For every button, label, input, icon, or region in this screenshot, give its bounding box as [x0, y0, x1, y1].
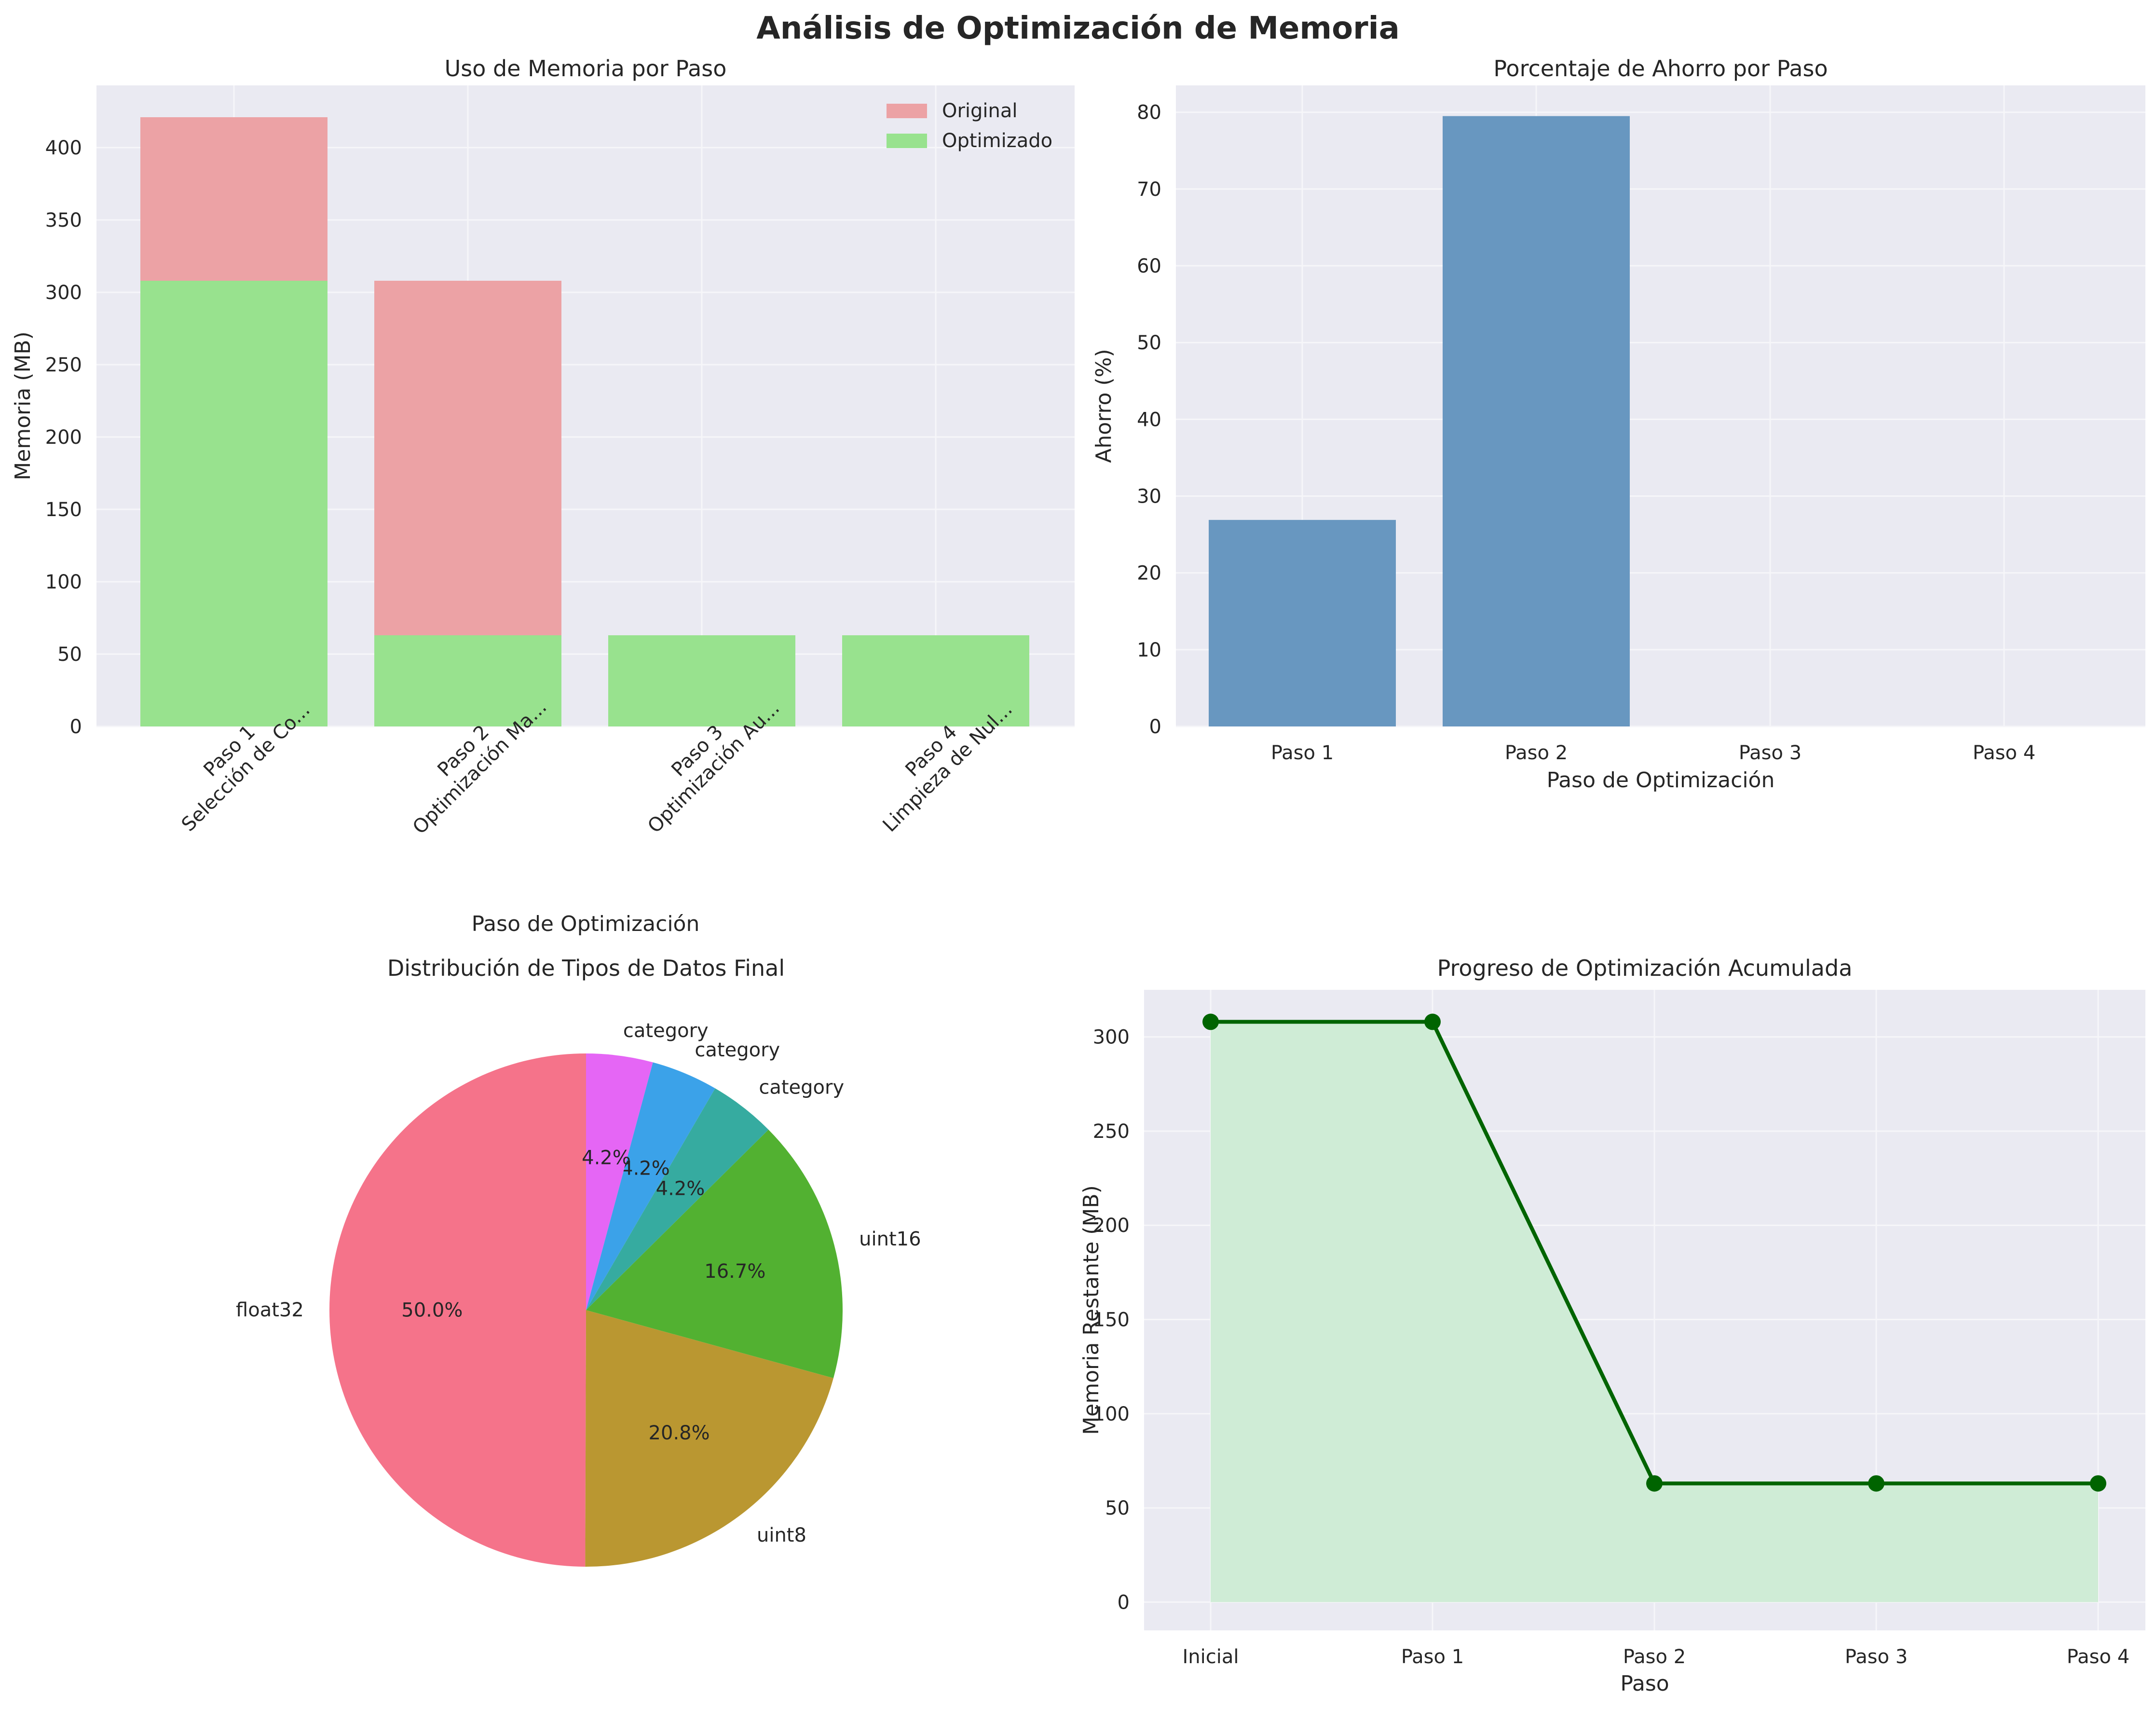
y-tick-label: 50 [1105, 1497, 1130, 1519]
y-tick-label: 0 [70, 716, 82, 738]
y-tick-label: 250 [1093, 1121, 1130, 1143]
legend-label: Optimizado [942, 130, 1052, 152]
data-point [1646, 1475, 1663, 1492]
data-point [2090, 1475, 2106, 1492]
bar-optimizado [140, 281, 327, 726]
x-tick-label: Paso 4 [2067, 1646, 2129, 1668]
y-tick-label: 20 [1137, 562, 1161, 585]
pie-pct-label: 4.2% [621, 1157, 670, 1179]
data-point [1868, 1475, 1884, 1492]
pie-pct-label: 16.7% [704, 1260, 765, 1283]
x-tick-label: Paso 1 [1271, 742, 1334, 764]
bar-savings [1209, 520, 1396, 726]
pie-slice [586, 1088, 769, 1310]
y-tick-label: 50 [1137, 332, 1161, 354]
y-tick-label: 250 [45, 354, 82, 376]
figure-title: Análisis de Optimización de Memoria [756, 11, 1400, 46]
y-tick-label: 0 [1118, 1591, 1130, 1613]
pie-label: category [623, 1020, 709, 1042]
x-axis-label: Paso de Optimización [472, 912, 700, 936]
y-tick-label: 10 [1137, 639, 1161, 661]
pie-pct-label: 20.8% [649, 1422, 710, 1444]
y-axis-label: Ahorro (%) [1092, 349, 1116, 463]
chart-title: Porcentaje de Ahorro por Paso [1493, 55, 1828, 82]
pie-pct-label: 4.2% [582, 1147, 631, 1169]
y-tick-label: 150 [45, 499, 82, 521]
pie-slice [586, 1053, 653, 1310]
x-axis-label: Paso de Optimización [1547, 768, 1775, 793]
y-axis-label: Memoria (MB) [11, 331, 35, 480]
x-tick-label: Paso 3 [1739, 742, 1801, 764]
savings-percentage-chart: 0 10 20 30 40 50 60 70 80 Paso 1 Paso 2 Paso 3 Paso … [1092, 55, 2145, 793]
x-tick-label: Paso 2 [1505, 742, 1568, 764]
x-tick-label: Paso 2 [1623, 1646, 1686, 1668]
bar-optimizado [842, 635, 1029, 726]
legend-swatch [887, 104, 927, 118]
y-tick-label: 350 [45, 209, 82, 232]
area-fill [1211, 1022, 2098, 1602]
chart-title: Uso de Memoria por Paso [445, 55, 727, 82]
x-axis-label: Paso [1620, 1671, 1669, 1696]
y-tick-label: 60 [1137, 255, 1161, 277]
y-tick-label: 50 [57, 643, 82, 666]
bar-optimizado [608, 635, 795, 726]
pie-pct-label: 4.2% [656, 1178, 705, 1200]
y-tick-label: 200 [1093, 1215, 1130, 1237]
y-tick-label: 70 [1137, 178, 1161, 201]
pie-slice [585, 1310, 833, 1567]
x-tick-label: Paso 3 [1845, 1646, 1908, 1668]
pie-label: float32 [236, 1299, 304, 1321]
y-tick-label: 300 [45, 282, 82, 304]
legend-label: Original [942, 100, 1018, 122]
y-axis-label: Memoria Restante (MB) [1079, 1185, 1104, 1435]
y-tick-label: 300 [1093, 1026, 1130, 1049]
y-tick-label: 30 [1137, 486, 1161, 508]
y-tick-label: 80 [1137, 102, 1161, 124]
y-tick-label: 0 [1149, 716, 1161, 738]
y-tick-label: 100 [1093, 1403, 1130, 1425]
x-tick-label: Inicial [1183, 1646, 1239, 1668]
chart-title: Progreso de Optimización Acumulada [1437, 955, 1853, 981]
legend-swatch [887, 134, 927, 148]
pie-slice [329, 1053, 586, 1567]
y-tick-label: 400 [45, 137, 82, 159]
cumulative-progress-chart: 0 50 100 150 200 250 300 Inicial Paso 1 Paso 2 Pas… [1079, 955, 2145, 1696]
data-point [1202, 1013, 1219, 1030]
pie-slice [586, 1062, 715, 1310]
y-tick-label: 150 [1093, 1309, 1130, 1331]
chart-title: Distribución de Tipos de Datos Final [387, 955, 785, 981]
y-tick-label: 200 [45, 426, 82, 449]
pie-slice [586, 1129, 843, 1379]
x-tick-label: Paso 4 [1973, 742, 2035, 764]
pie-pct-label: 50.0% [401, 1299, 463, 1321]
pie-label: uint8 [757, 1524, 806, 1546]
y-tick-label: 40 [1137, 409, 1161, 431]
pie-label: category [759, 1076, 844, 1098]
pie-label: uint16 [859, 1228, 921, 1250]
y-tick-label: 100 [45, 571, 82, 593]
bar-savings [1443, 116, 1630, 726]
data-point [1424, 1013, 1441, 1030]
dtype-distribution-pie: float32 50.0% uint8 20.8% uint16 16.7% categor… [236, 955, 921, 1567]
pie-label: category [695, 1039, 780, 1061]
bar-optimizado [374, 635, 561, 726]
x-tick-label: Paso 1 [1401, 1646, 1464, 1668]
